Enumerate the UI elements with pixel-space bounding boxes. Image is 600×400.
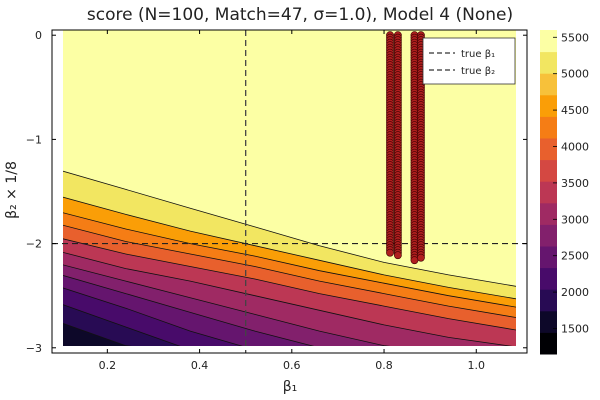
x-tick-label: 0.6 <box>283 359 301 372</box>
x-tick-label: 0.4 <box>191 359 209 372</box>
legend: true β₁ true β₂ <box>422 37 516 85</box>
y-axis: 0 −1 −2 −3 <box>26 29 527 355</box>
scatter-point <box>393 251 402 260</box>
scatter-point <box>410 256 419 265</box>
x-tick-label: 1.0 <box>468 359 486 372</box>
colorbar-tick-label: 4000 <box>561 140 589 153</box>
colorbar-segment <box>540 332 557 355</box>
colorbar-segment <box>540 202 557 225</box>
colorbar-tick-label: 5500 <box>561 31 589 44</box>
x-tick-label: 0.2 <box>99 359 117 372</box>
colorbar-tick-label: 3500 <box>561 177 589 190</box>
colorbar-segment <box>540 289 557 312</box>
colorbar-segment <box>540 310 557 333</box>
chart-title: score (N=100, Match=47, σ=1.0), Model 4 … <box>87 5 513 25</box>
contour-line-3500 <box>63 238 516 331</box>
legend-box <box>422 37 516 85</box>
colorbar: 1500 2000 2500 3000 3500 4000 4500 5000 5500 <box>540 30 589 355</box>
y-axis-label: β₂ × 1/8 <box>4 161 20 219</box>
colorbar-segment <box>540 267 557 290</box>
scatter-group <box>386 31 425 265</box>
colorbar-tick-label: 2500 <box>561 250 589 263</box>
contour-region-1500 <box>63 323 129 346</box>
contour-line-2700 <box>63 264 391 346</box>
colorbar-segment <box>540 51 557 74</box>
y-tick-label: −2 <box>26 238 42 251</box>
legend-label: true β₁ <box>461 49 495 60</box>
scatter-point <box>417 253 425 262</box>
x-tick-label: 0.8 <box>375 359 393 372</box>
contour-line-1800 <box>63 304 181 346</box>
colorbar-tick-label: 2000 <box>561 286 589 299</box>
x-axis-label: β₁ <box>283 379 298 395</box>
colorbar-tick-label: 4500 <box>561 104 589 117</box>
colorbar-segment <box>540 159 557 182</box>
colorbar-segment <box>540 94 557 117</box>
colorbar-tick-label: 5000 <box>561 68 589 81</box>
colorbar-segment <box>540 224 557 247</box>
colorbar-segment <box>540 246 557 269</box>
contour-line-4700 <box>63 196 516 300</box>
colorbar-segment <box>540 116 557 139</box>
y-tick-label: −3 <box>26 342 42 355</box>
colorbar-segment <box>540 73 557 96</box>
colorbar-segment <box>540 138 557 161</box>
colorbar-segment <box>540 181 557 204</box>
scatter-point <box>386 248 394 257</box>
x-axis: 0.2 0.4 0.6 0.8 1.0 <box>99 30 485 372</box>
contour-line-4300 <box>63 212 516 308</box>
contour-line-5200 <box>63 170 516 287</box>
colorbar-tick-label: 3000 <box>561 213 589 226</box>
contour-line-2400 <box>63 275 315 346</box>
contour-line-3100 <box>63 251 513 346</box>
y-tick-label: 0 <box>35 29 42 42</box>
plot-frame <box>51 29 528 354</box>
legend-label: true β₂ <box>461 66 495 77</box>
contour-line-2100 <box>63 287 243 346</box>
colorbar-tick-label: 1500 <box>561 323 589 336</box>
y-tick-label: −1 <box>26 133 42 146</box>
colorbar-segment <box>540 30 557 53</box>
